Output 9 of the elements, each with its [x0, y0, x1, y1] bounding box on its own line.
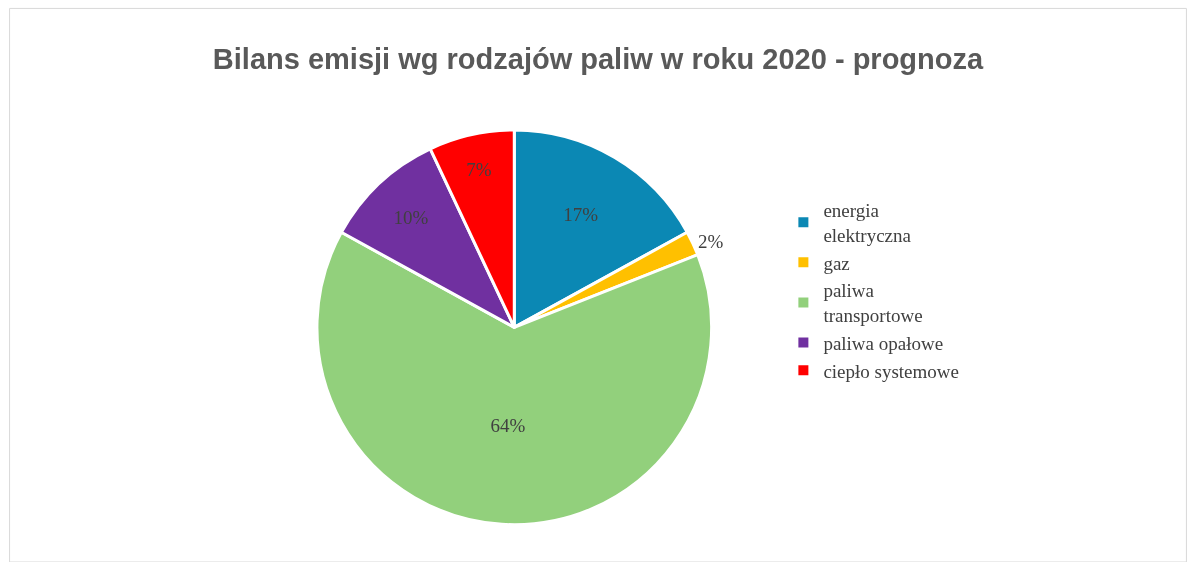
legend-label: paliwa opałowe — [823, 332, 944, 354]
chart-title: Bilans emisji wg rodzajów paliw w roku 2020 - prognoza — [212, 43, 984, 76]
legend-label: gaz — [823, 252, 850, 274]
data-label: 2% — [698, 230, 724, 252]
legend-label: ciepło systemowe — [823, 360, 959, 382]
data-label: 64% — [490, 415, 526, 437]
data-label: 10% — [393, 206, 429, 228]
data-label: 7% — [466, 158, 492, 180]
data-label: 17% — [563, 204, 599, 226]
